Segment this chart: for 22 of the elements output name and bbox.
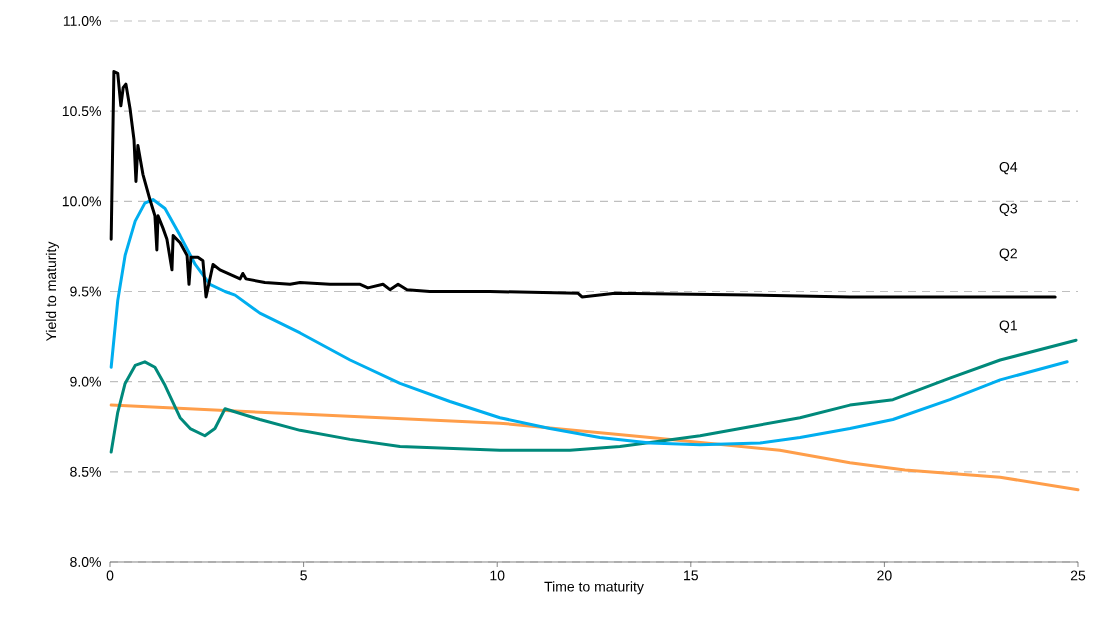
y-tick-label: 8.0% bbox=[70, 557, 101, 567]
y-tick-label: 9.5% bbox=[70, 286, 101, 297]
y-tick-label: 10.5% bbox=[62, 106, 101, 117]
x-tick-label: 20 bbox=[877, 570, 892, 581]
y-tick-label: 11.0% bbox=[63, 16, 101, 26]
line-series bbox=[109, 69, 1057, 299]
line-series bbox=[109, 403, 1080, 492]
x-tick-label: 0 bbox=[106, 570, 114, 581]
y-tick-label: 10.0% bbox=[62, 196, 101, 207]
y-tick-label: 9.0% bbox=[70, 376, 101, 387]
x-tick-label: 10 bbox=[490, 570, 505, 581]
annotation: Q3 bbox=[999, 203, 1018, 217]
y-axis-title: Yield to maturity bbox=[45, 241, 59, 342]
annotation: Q1 bbox=[999, 320, 1017, 333]
annotation: Q4 bbox=[999, 161, 1018, 175]
x-tick-label: 15 bbox=[684, 570, 698, 581]
x-axis-title: Time to maturity bbox=[544, 581, 644, 595]
x-tick-label: 5 bbox=[300, 570, 307, 581]
x-tick-label: 25 bbox=[1070, 570, 1086, 581]
y-tick-label: 8.5% bbox=[70, 466, 101, 477]
line-series bbox=[109, 198, 1069, 447]
annotation: Q2 bbox=[999, 248, 1017, 261]
